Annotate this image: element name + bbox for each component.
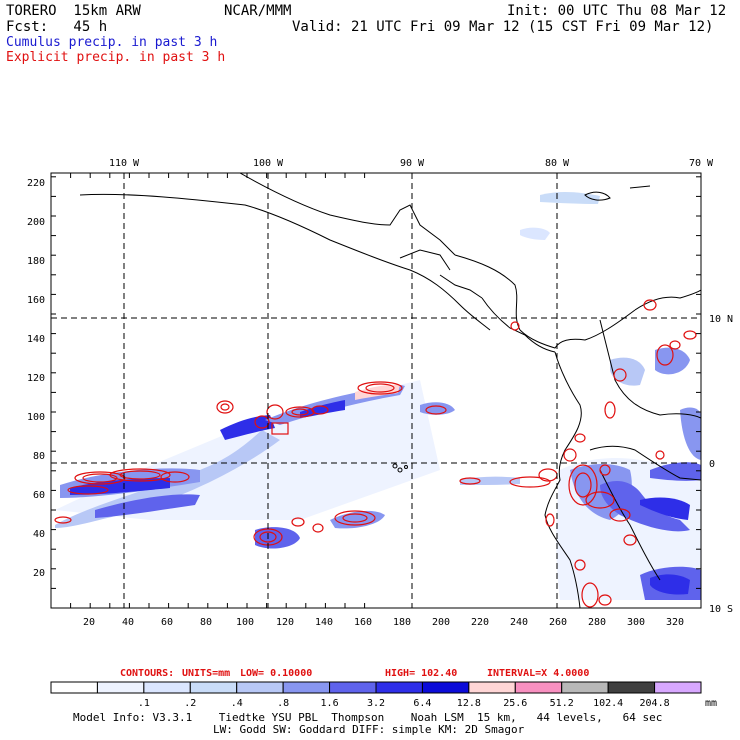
model-title: TORERO 15km ARW [6, 3, 141, 19]
colorbar-label: 12.8 [457, 698, 481, 709]
cumulus-precip-label: Cumulus precip. in past 3 h [6, 35, 218, 50]
latitude-labels: 10 N 0 10 S [709, 314, 733, 615]
colorbar-swatch [96, 681, 145, 694]
precip-shading [55, 192, 701, 600]
contour-info-units: UNITS=mm [182, 668, 230, 679]
y-tick-label: 120 [27, 373, 45, 384]
x-tick-label: 240 [510, 617, 528, 628]
y-tick-label: 20 [33, 568, 45, 579]
x-tick-label: 320 [666, 617, 684, 628]
y-tick-label: 100 [27, 412, 45, 423]
lon-label-100w: 100 W [253, 158, 284, 169]
contour-info-contours: CONTOURS: [120, 668, 174, 679]
colorbar-swatch [282, 681, 331, 694]
x-tick-label: 160 [354, 617, 372, 628]
colorbar-label: 25.6 [503, 698, 527, 709]
colorbar-swatch [375, 681, 423, 694]
contour-info: CONTOURS: UNITS=mm LOW= 0.10000 HIGH= 10… [120, 668, 589, 679]
colorbar [50, 681, 702, 694]
organization-label: NCAR/MMM [224, 3, 292, 19]
x-tick-label: 260 [549, 617, 567, 628]
contour-info-interval: INTERVAL=X 4.0000 [487, 668, 589, 679]
colorbar-swatch [607, 681, 656, 694]
tick-marks [50, 173, 701, 609]
colorbar-label: .2 [184, 698, 196, 709]
y-tick-label: 60 [33, 490, 45, 501]
colorbar-label: 3.2 [367, 698, 385, 709]
init-time: Init: 00 UTC Thu 08 Mar 12 [507, 3, 727, 19]
y-tick-label: 220 [27, 178, 45, 189]
graticule [51, 173, 701, 608]
valid-time: Valid: 21 UTC Fri 09 Mar 12 (15 CST Fri … [292, 19, 714, 35]
lon-label-80w: 80 W [545, 158, 570, 169]
colorbar-label: .8 [277, 698, 289, 709]
colorbar-swatch [468, 681, 516, 694]
lat-label-10s: 10 S [709, 604, 733, 615]
forecast-hour: Fcst: 45 h [6, 19, 108, 35]
x-tick-label: 80 [200, 617, 212, 628]
x-tick-label: 200 [432, 617, 450, 628]
y-tick-labels: 20 40 60 80 100 120 140 160 180 200 220 [27, 178, 45, 579]
colorbar-swatch [236, 681, 284, 694]
x-tick-label: 40 [122, 617, 134, 628]
coastlines [79, 173, 701, 608]
lon-label-70w: 70 W [689, 158, 714, 169]
x-tick-label: 120 [276, 617, 294, 628]
y-tick-label: 80 [33, 451, 45, 462]
colorbar-label: .1 [138, 698, 150, 709]
x-tick-label: 140 [315, 617, 333, 628]
colorbar-swatch [50, 681, 98, 694]
colorbar-label: .4 [231, 698, 243, 709]
y-tick-label: 140 [27, 334, 45, 345]
colorbar-swatch [421, 681, 470, 694]
longitude-labels: 110 W 100 W 90 W 80 W 70 W [109, 158, 714, 169]
colorbar-label: 204.8 [640, 698, 670, 709]
model-info-line-1: Model Info: V3.3.1 Tiedtke YSU PBL Thomp… [73, 711, 663, 724]
plot-frame [50, 172, 702, 609]
colorbar-label: 1.6 [321, 698, 339, 709]
lat-label-0: 0 [709, 459, 715, 470]
explicit-precip-label: Explicit precip. in past 3 h [6, 50, 226, 65]
colorbar-swatch [561, 681, 609, 694]
lon-label-90w: 90 W [400, 158, 425, 169]
x-tick-label: 100 [236, 617, 254, 628]
colorbar-swatch [143, 681, 191, 694]
explicit-precip-contours [54, 299, 697, 608]
colorbar-label: 6.4 [413, 698, 431, 709]
colorbar-labels: .1 .2 .4 .8 1.6 3.2 6.4 12.8 25.6 51.2 102.4 204.8 [138, 698, 670, 709]
x-tick-label: 220 [471, 617, 489, 628]
y-tick-label: 160 [27, 295, 45, 306]
x-tick-label: 20 [83, 617, 95, 628]
x-tick-label: 280 [588, 617, 606, 628]
contour-info-high: HIGH= 102.40 [385, 668, 457, 679]
colorbar-swatch [329, 681, 377, 694]
model-info-line-2: LW: Godd SW: Goddard DIFF: simple KM: 2D… [213, 723, 525, 736]
lon-label-110w: 110 W [109, 158, 140, 169]
x-tick-label: 300 [627, 617, 645, 628]
y-tick-label: 200 [27, 217, 45, 228]
colorbar-label: 51.2 [550, 698, 574, 709]
lat-label-10n: 10 N [709, 314, 733, 325]
contour-info-low: LOW= 0.10000 [240, 668, 312, 679]
colorbar-label: 102.4 [593, 698, 623, 709]
x-tick-label: 180 [393, 617, 411, 628]
x-tick-label: 60 [161, 617, 173, 628]
y-tick-label: 40 [33, 529, 45, 540]
colorbar-swatch [514, 681, 563, 694]
y-tick-label: 180 [27, 256, 45, 267]
colorbar-swatch [189, 681, 238, 694]
x-tick-labels: 20 40 60 80 100 120 140 160 180 200 220 … [83, 617, 684, 628]
colorbar-unit: mm [705, 698, 717, 709]
colorbar-swatch [654, 681, 702, 694]
